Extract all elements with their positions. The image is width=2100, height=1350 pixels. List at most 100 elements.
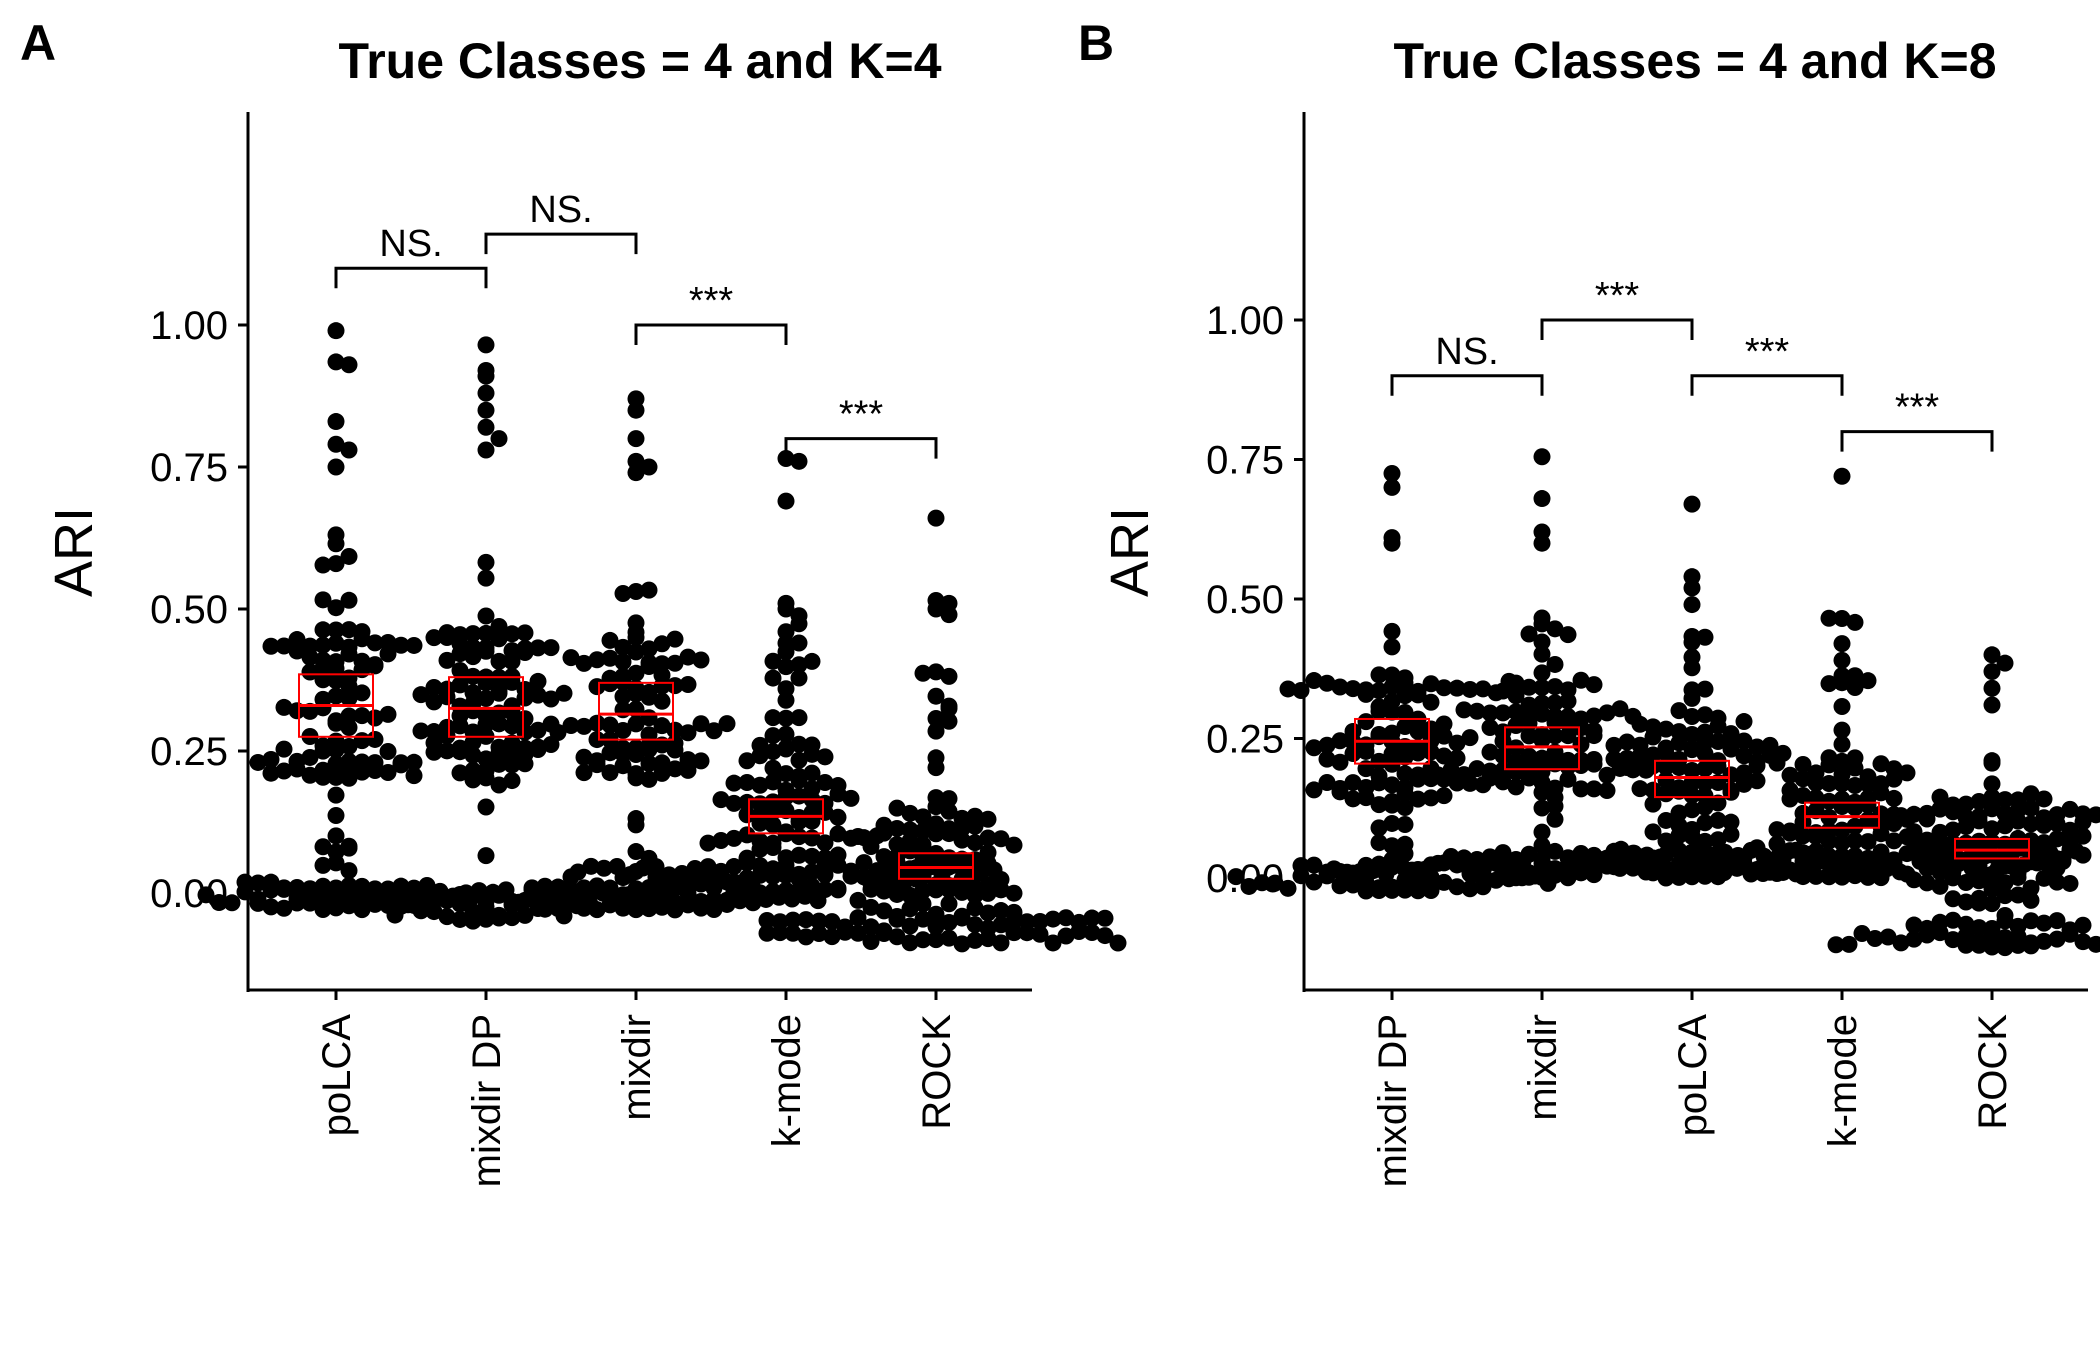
data-point — [992, 830, 1010, 848]
data-point — [2074, 805, 2092, 823]
data-point — [1996, 907, 2014, 925]
data-point — [464, 746, 482, 764]
data-point — [1781, 824, 1799, 842]
data-point — [1351, 863, 1369, 881]
data-point — [1872, 869, 1890, 887]
data-point — [901, 804, 919, 822]
data-point — [503, 734, 521, 752]
data-point — [477, 384, 495, 402]
x-category-label: mixdir — [1521, 1014, 1565, 1121]
data-point — [1794, 770, 1812, 788]
data-point — [627, 769, 645, 787]
data-point — [451, 910, 469, 928]
data-point — [1957, 795, 1975, 813]
data-point — [777, 492, 795, 510]
data-point — [1455, 766, 1473, 784]
data-point — [1970, 872, 1988, 890]
data-point — [1957, 808, 1975, 826]
data-point — [1957, 936, 1975, 954]
data-point — [1970, 919, 1988, 937]
data-point — [849, 828, 867, 846]
data-point — [842, 789, 860, 807]
data-point — [660, 867, 678, 885]
data-point — [562, 895, 580, 913]
data-point — [666, 654, 684, 672]
data-point — [1507, 687, 1525, 705]
data-point — [1422, 720, 1440, 738]
data-point — [327, 634, 345, 652]
data-point — [451, 743, 469, 761]
data-point — [595, 859, 613, 877]
data-point — [1781, 766, 1799, 784]
data-point — [2048, 930, 2066, 948]
data-point — [477, 847, 495, 865]
data-point — [1546, 842, 1564, 860]
data-point — [529, 639, 547, 657]
data-point — [1970, 856, 1988, 874]
data-point — [1005, 836, 1023, 854]
data-point — [764, 669, 782, 687]
data-point — [1266, 874, 1284, 892]
data-point — [1533, 448, 1551, 466]
data-point — [803, 736, 821, 754]
data-point — [1442, 761, 1460, 779]
data-point — [862, 933, 880, 951]
data-point — [1455, 849, 1473, 867]
data-point — [777, 600, 795, 618]
comparison-bracket — [1390, 374, 1544, 396]
data-point — [366, 657, 384, 675]
data-point — [1383, 478, 1401, 496]
data-point — [327, 672, 345, 690]
data-point — [314, 856, 332, 874]
data-point — [777, 725, 795, 743]
data-point — [575, 899, 593, 917]
data-point — [1722, 825, 1740, 843]
data-point — [249, 753, 267, 771]
data-point — [699, 834, 717, 852]
data-point — [1931, 788, 1949, 806]
data-point — [1559, 708, 1577, 726]
data-point — [477, 569, 495, 587]
data-point — [1866, 930, 1884, 948]
data-point — [314, 659, 332, 677]
data-point — [627, 901, 645, 919]
data-point — [1696, 706, 1714, 724]
data-point — [614, 757, 632, 775]
data-point — [1820, 847, 1838, 865]
data-point — [1742, 841, 1760, 859]
data-point — [1683, 740, 1701, 758]
data-point — [1885, 854, 1903, 872]
data-point — [901, 917, 919, 935]
data-point — [477, 769, 495, 787]
data-point — [451, 626, 469, 644]
data-point — [1905, 827, 1923, 845]
data-point — [1520, 625, 1538, 643]
data-point — [1820, 775, 1838, 793]
data-point — [1344, 744, 1362, 762]
panel-a: A True Classes = 4 and K=4 ARI 0.000.250… — [20, 15, 1127, 1187]
data-point — [1533, 749, 1551, 767]
data-point — [1820, 749, 1838, 767]
data-point — [1357, 713, 1375, 731]
data-point — [1631, 780, 1649, 798]
data-point — [966, 817, 984, 835]
data-point — [1625, 855, 1643, 873]
data-point — [1533, 837, 1551, 855]
data-point — [497, 881, 515, 899]
data-point — [2022, 815, 2040, 833]
data-point — [1370, 882, 1388, 900]
data-point — [1370, 752, 1388, 770]
data-point — [790, 751, 808, 769]
data-point — [653, 898, 671, 916]
data-point — [1957, 873, 1975, 891]
data-point — [1396, 784, 1414, 802]
data-point — [1396, 717, 1414, 735]
data-point — [1833, 667, 1851, 685]
data-point — [614, 584, 632, 602]
data-point — [1572, 780, 1590, 798]
data-point — [992, 902, 1010, 920]
data-point — [1422, 743, 1440, 761]
data-point — [1370, 682, 1388, 700]
data-point — [1846, 667, 1864, 685]
data-point — [327, 555, 345, 573]
